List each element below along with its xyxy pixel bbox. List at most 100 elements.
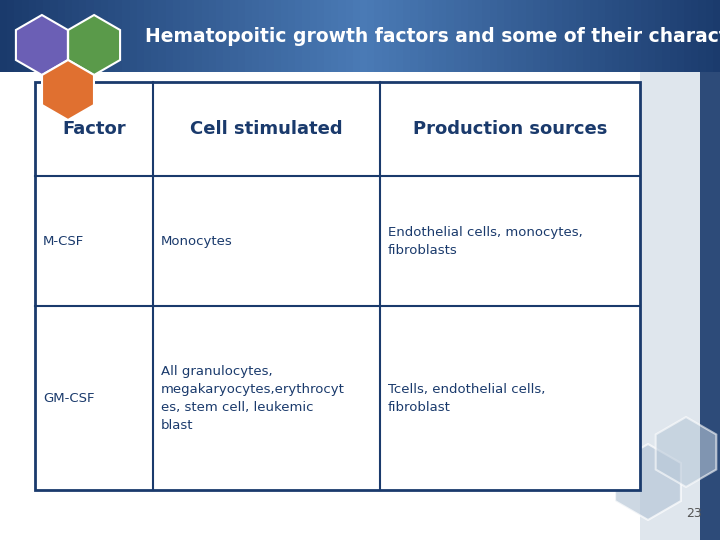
Bar bbox=[302, 0, 310, 72]
Bar bbox=[490, 0, 498, 72]
Bar bbox=[230, 0, 238, 72]
Bar bbox=[713, 0, 720, 72]
Bar bbox=[533, 0, 541, 72]
Bar bbox=[698, 0, 706, 72]
Bar bbox=[374, 0, 382, 72]
Bar bbox=[43, 0, 51, 72]
Bar bbox=[223, 0, 231, 72]
Bar bbox=[598, 0, 606, 72]
Bar bbox=[662, 0, 670, 72]
Bar bbox=[35, 82, 640, 490]
Bar bbox=[583, 0, 591, 72]
Polygon shape bbox=[16, 15, 68, 75]
Bar bbox=[58, 0, 66, 72]
Bar bbox=[684, 0, 692, 72]
Bar bbox=[14, 0, 22, 72]
Bar bbox=[468, 0, 476, 72]
Bar bbox=[353, 0, 361, 72]
Bar bbox=[547, 0, 555, 72]
Bar bbox=[79, 0, 87, 72]
Bar bbox=[65, 0, 73, 72]
Bar bbox=[454, 0, 462, 72]
Text: Cell stimulated: Cell stimulated bbox=[190, 120, 343, 138]
Bar bbox=[7, 0, 15, 72]
Polygon shape bbox=[615, 444, 681, 520]
Bar bbox=[526, 0, 534, 72]
Bar bbox=[367, 0, 375, 72]
Bar bbox=[245, 0, 253, 72]
Bar bbox=[382, 0, 390, 72]
Text: 23: 23 bbox=[686, 507, 702, 520]
Text: GM-CSF: GM-CSF bbox=[43, 392, 94, 404]
Bar bbox=[432, 0, 440, 72]
Bar bbox=[554, 0, 562, 72]
Text: Tcells, endothelial cells,
fibroblast: Tcells, endothelial cells, fibroblast bbox=[388, 383, 545, 414]
Bar bbox=[700, 0, 720, 540]
Bar bbox=[108, 0, 116, 72]
Bar bbox=[151, 0, 159, 72]
Bar bbox=[94, 0, 102, 72]
Bar bbox=[648, 0, 656, 72]
Bar bbox=[266, 0, 274, 72]
Bar bbox=[540, 0, 548, 72]
Bar bbox=[122, 0, 130, 72]
Bar bbox=[0, 0, 8, 72]
Bar bbox=[187, 0, 195, 72]
Polygon shape bbox=[656, 417, 716, 487]
Bar bbox=[137, 0, 145, 72]
Bar bbox=[317, 0, 325, 72]
Bar bbox=[497, 0, 505, 72]
Bar bbox=[72, 0, 80, 72]
Bar bbox=[569, 0, 577, 72]
Bar bbox=[619, 0, 627, 72]
Bar bbox=[86, 0, 94, 72]
Bar bbox=[504, 0, 512, 72]
Bar bbox=[50, 0, 58, 72]
Text: M-CSF: M-CSF bbox=[43, 234, 84, 248]
Bar bbox=[360, 0, 368, 72]
Bar bbox=[605, 0, 613, 72]
Bar bbox=[410, 0, 418, 72]
Bar bbox=[640, 0, 720, 540]
Polygon shape bbox=[68, 15, 120, 75]
Bar bbox=[295, 0, 303, 72]
Bar bbox=[22, 0, 30, 72]
Bar bbox=[130, 0, 138, 72]
Bar bbox=[461, 0, 469, 72]
Bar bbox=[36, 0, 44, 72]
Bar bbox=[194, 0, 202, 72]
Bar bbox=[389, 0, 397, 72]
Bar bbox=[338, 0, 346, 72]
Text: Endothelial cells, monocytes,
fibroblasts: Endothelial cells, monocytes, fibroblast… bbox=[388, 226, 582, 256]
Bar bbox=[590, 0, 598, 72]
Bar bbox=[518, 0, 526, 72]
Bar bbox=[677, 0, 685, 72]
Text: Factor: Factor bbox=[62, 120, 126, 138]
Bar bbox=[144, 0, 152, 72]
Bar bbox=[396, 0, 404, 72]
Text: All granulocytes,
megakaryocytes,erythrocyt
es, stem cell, leukemic
blast: All granulocytes, megakaryocytes,erythro… bbox=[161, 364, 345, 431]
Bar bbox=[655, 0, 663, 72]
Bar bbox=[475, 0, 483, 72]
Bar bbox=[626, 0, 634, 72]
Bar bbox=[288, 0, 296, 72]
Bar bbox=[670, 0, 678, 72]
Bar bbox=[29, 0, 37, 72]
Bar bbox=[706, 0, 714, 72]
Bar bbox=[641, 0, 649, 72]
Bar bbox=[166, 0, 174, 72]
Text: Hematopoitic growth factors and some of their characteristics: Hematopoitic growth factors and some of … bbox=[145, 26, 720, 45]
Bar bbox=[252, 0, 260, 72]
Bar bbox=[274, 0, 282, 72]
Bar bbox=[612, 0, 620, 72]
Bar bbox=[324, 0, 332, 72]
Bar bbox=[331, 0, 339, 72]
Bar bbox=[562, 0, 570, 72]
Text: Production sources: Production sources bbox=[413, 120, 607, 138]
Bar bbox=[310, 0, 318, 72]
Bar bbox=[180, 0, 188, 72]
Bar bbox=[259, 0, 267, 72]
Bar bbox=[173, 0, 181, 72]
Bar bbox=[576, 0, 584, 72]
Bar bbox=[446, 0, 454, 72]
